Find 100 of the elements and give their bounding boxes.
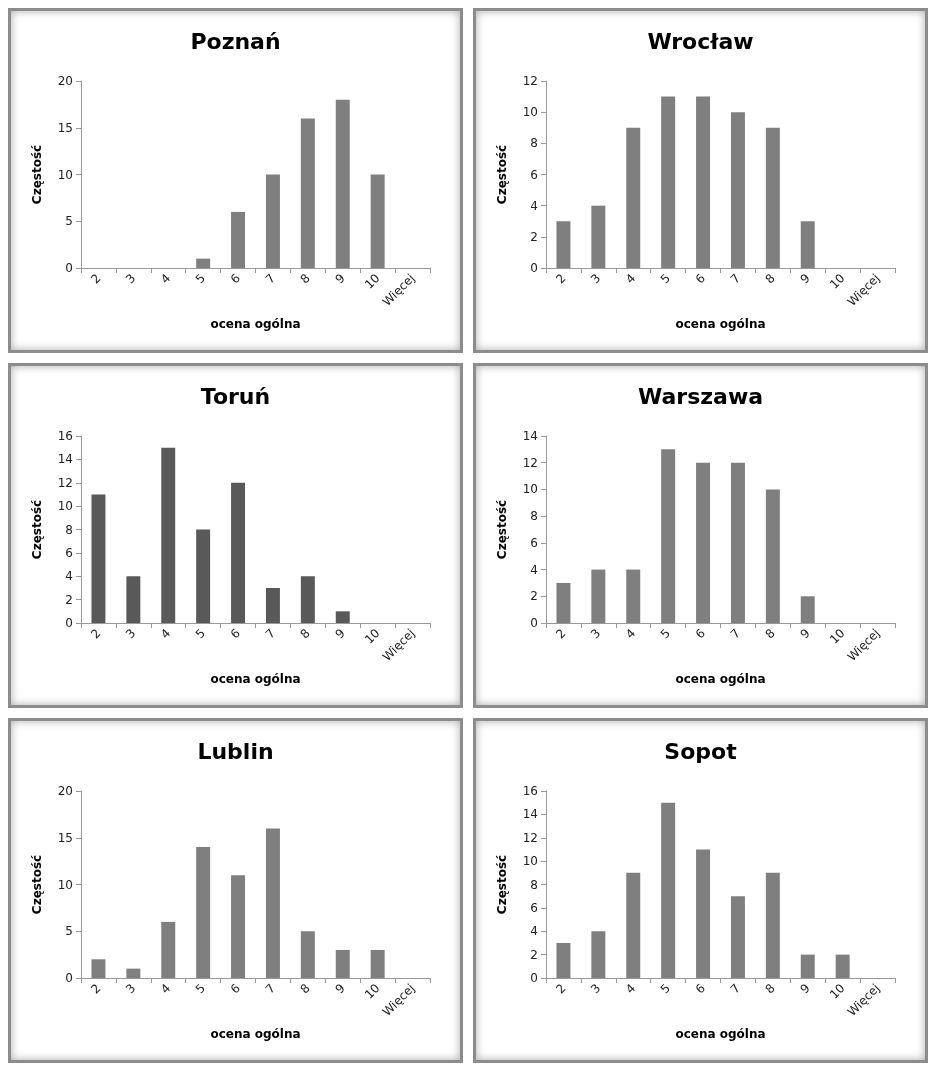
x-tick-label: 9: [332, 626, 348, 642]
y-tick-label: 10: [522, 105, 538, 120]
chart-title: Warszawa: [637, 383, 764, 409]
x-tick-label: 9: [797, 981, 813, 997]
x-tick-label: 5: [192, 981, 209, 997]
bar: [300, 576, 315, 623]
y-tick-label: 12: [522, 830, 538, 845]
bar: [196, 258, 211, 268]
chart-title: Sopot: [664, 738, 738, 764]
bar: [126, 968, 141, 978]
x-axis-title: ocena ogólna: [210, 672, 301, 686]
y-tick-label: 8: [65, 522, 73, 537]
x-tick-label: 9: [797, 271, 813, 287]
x-tick-label: 5: [192, 271, 209, 287]
bar: [335, 99, 350, 268]
chart-title: Wrocław: [647, 28, 754, 54]
bar: [161, 921, 176, 978]
y-tick-label: 2: [530, 947, 538, 962]
x-tick-label: 6: [227, 626, 243, 642]
y-tick-label: 20: [57, 74, 73, 88]
y-tick-label: 10: [57, 877, 73, 892]
y-axis-title: Częstość: [30, 499, 44, 560]
x-tick-label: 2: [553, 981, 569, 997]
x-axis-title: ocena ogólna: [675, 317, 766, 331]
y-tick-label: 2: [530, 589, 538, 604]
y-tick-label: 6: [530, 535, 538, 550]
bar: [591, 569, 606, 623]
y-tick-label: 16: [57, 429, 73, 443]
bar: [556, 582, 571, 623]
y-tick-label: 4: [530, 198, 538, 213]
bar: [231, 211, 246, 268]
bar: [591, 931, 606, 978]
bar: [370, 949, 385, 978]
y-tick-label: 5: [65, 924, 73, 939]
y-tick-label: 8: [530, 877, 538, 892]
bar: [91, 494, 106, 623]
x-tick-label: 3: [588, 271, 604, 287]
x-tick-label: 10: [361, 626, 383, 647]
y-tick-label: 20: [57, 784, 73, 798]
x-tick-label: 3: [588, 626, 604, 642]
y-tick-label: 2: [65, 592, 73, 607]
y-tick-label: 0: [530, 616, 538, 630]
x-tick-label: 4: [157, 981, 174, 997]
y-tick-label: 10: [57, 167, 73, 182]
x-tick-label: 7: [262, 626, 278, 642]
x-tick-label: 8: [297, 981, 313, 997]
x-tick-label: 7: [262, 981, 278, 997]
y-tick-label: 4: [530, 924, 538, 939]
chart-title: Lublin: [197, 738, 274, 764]
y-axis-title: Częstość: [495, 499, 509, 560]
y-tick-label: 0: [65, 261, 73, 275]
x-tick-label: 6: [692, 271, 708, 287]
bar: [765, 127, 780, 268]
y-tick-label: 0: [530, 971, 538, 985]
x-tick-label: 6: [692, 981, 708, 997]
y-tick-label: 6: [65, 545, 73, 560]
x-tick-label: 7: [262, 271, 278, 287]
bar: [91, 959, 106, 978]
bar: [626, 127, 641, 268]
y-axis-title: Częstość: [495, 144, 509, 205]
y-tick-label: 10: [522, 854, 538, 869]
bar: [556, 221, 571, 268]
x-tick-label: 2: [553, 271, 569, 287]
bar: [265, 587, 280, 623]
bar: [661, 96, 676, 268]
bar: [800, 954, 815, 978]
bar: [765, 872, 780, 978]
x-tick-label: 9: [332, 271, 348, 287]
bar: [765, 489, 780, 623]
bar: [300, 931, 315, 978]
x-tick-label: 7: [727, 981, 743, 997]
y-tick-label: 0: [65, 616, 73, 630]
chart-title: Toruń: [200, 383, 271, 409]
bar: [231, 482, 246, 623]
bar: [730, 112, 745, 268]
y-tick-label: 14: [57, 452, 73, 467]
y-tick-label: 10: [522, 482, 538, 497]
bar: [626, 872, 641, 978]
y-tick-label: 8: [530, 509, 538, 524]
bar: [556, 942, 571, 978]
chart-title: Poznań: [190, 28, 281, 54]
bar: [126, 576, 141, 623]
y-axis-title: Częstość: [30, 144, 44, 205]
y-tick-label: 14: [522, 807, 538, 822]
x-tick-label: 7: [727, 626, 743, 642]
y-axis-title: Częstość: [495, 854, 509, 915]
x-tick-label: 10: [361, 981, 383, 1002]
x-tick-label: 10: [826, 626, 848, 647]
bar: [730, 462, 745, 623]
x-tick-label: 5: [657, 271, 674, 287]
x-tick-label: 8: [762, 626, 778, 642]
x-tick-label: 10: [826, 271, 848, 292]
bar: [231, 875, 246, 978]
y-tick-label: 6: [530, 167, 538, 182]
x-tick-label: 8: [762, 981, 778, 997]
x-tick-label: 8: [297, 626, 313, 642]
y-tick-label: 0: [530, 261, 538, 275]
y-tick-label: 4: [65, 569, 73, 584]
x-tick-label: 5: [192, 626, 209, 642]
x-tick-label: 2: [553, 626, 569, 642]
